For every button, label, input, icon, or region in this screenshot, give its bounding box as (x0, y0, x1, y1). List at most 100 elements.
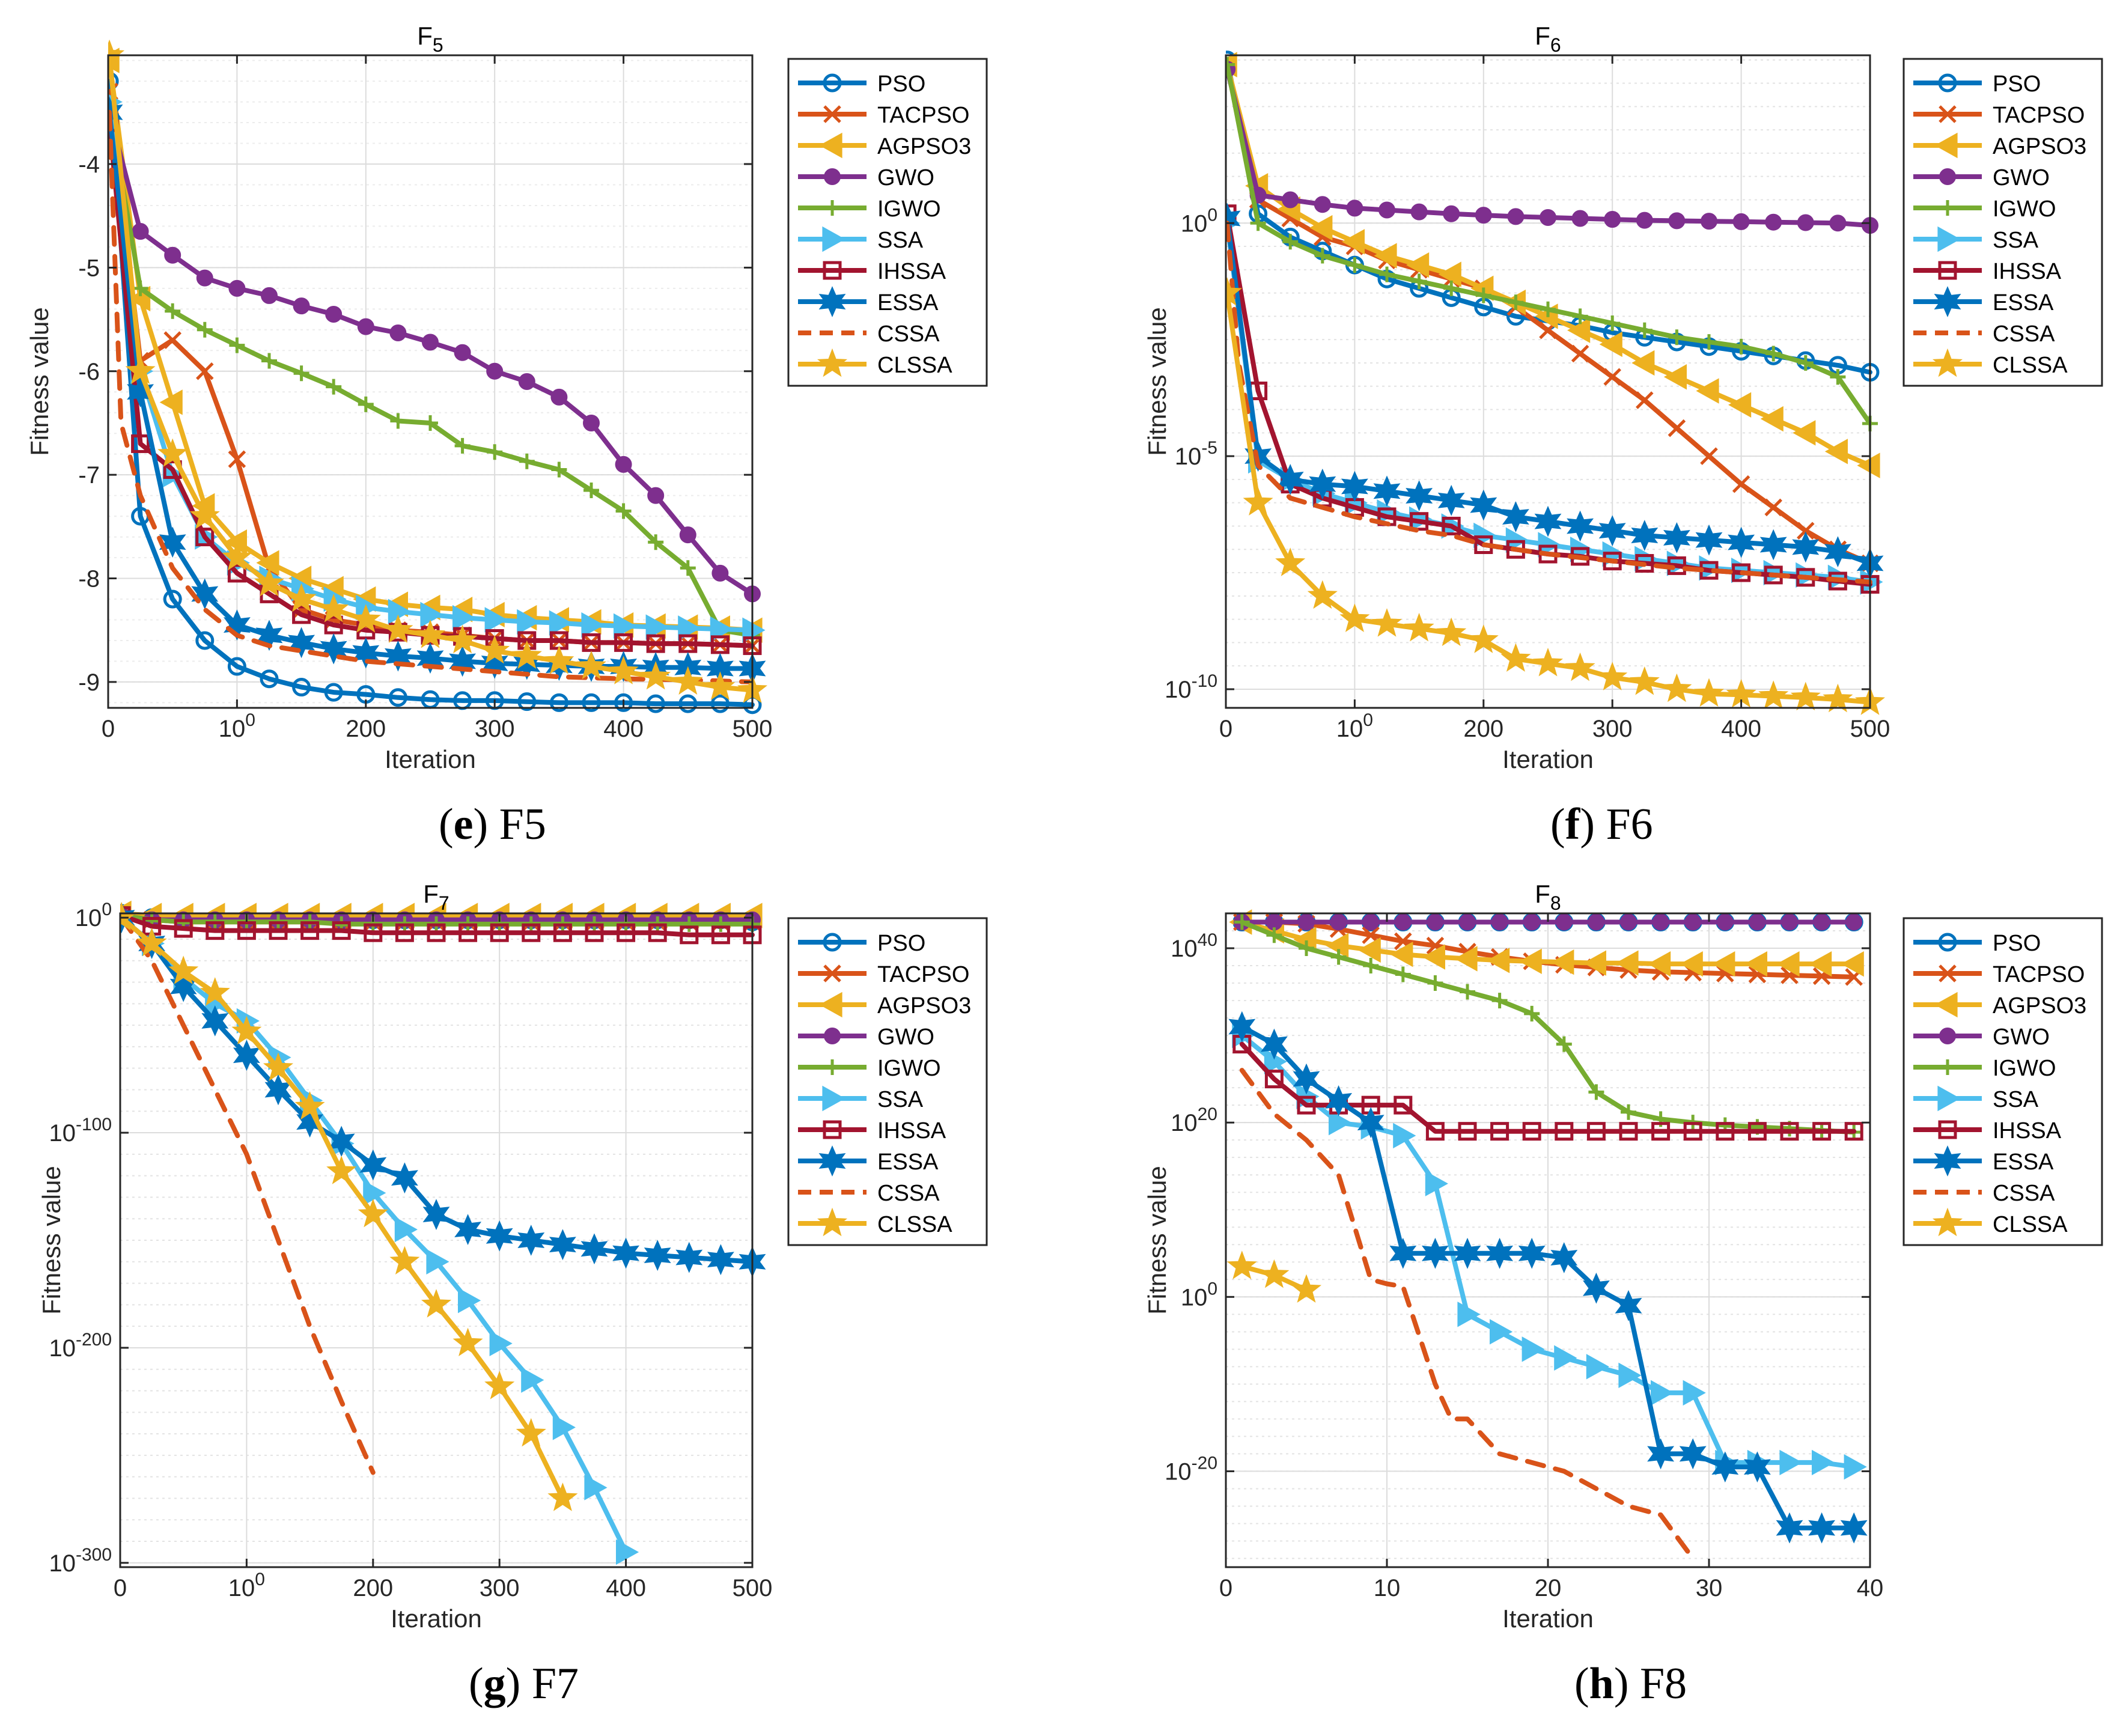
legend-marker-tacpso (1939, 105, 1957, 123)
legend-marker-pso (1938, 73, 1957, 93)
data-point-gwo-f6 (1797, 214, 1814, 231)
data-point-agpso3-f8 (1809, 951, 1832, 977)
series-group-f6 (1226, 50, 1886, 715)
data-point-agpso3-f8 (1841, 951, 1864, 977)
chart-f7: 0 100 200 300 400 500 10-300 10-200 10-100 100 F7 I… (37, 880, 772, 1633)
chart-f5: 0 100 200 300 400 500 -9 -8 -7 -6 -5 -4 F5 Iteration F… (25, 22, 772, 773)
data-point-gwo-f8 (1394, 913, 1412, 931)
data-point-ssa-f8 (1812, 1449, 1835, 1476)
x-axis-label-f7: Iteration (391, 1604, 482, 1633)
data-point-gwo-f8 (1459, 913, 1476, 931)
data-point-agpso3-f6 (1309, 215, 1333, 241)
legend-label-ssa: SSA (1993, 228, 2039, 253)
data-point-igwo-f5 (551, 461, 567, 478)
legend-label-ssa: SSA (1993, 1087, 2039, 1112)
legend-label-agpso3: AGPSO3 (1993, 993, 2086, 1019)
data-point-essa-f8 (1293, 1063, 1320, 1095)
data-point-essa-f8 (1550, 1242, 1578, 1273)
data-point-tacpso-f6 (1797, 522, 1815, 540)
x-tick-label: 400 (603, 716, 644, 742)
data-point-essa-f6 (1341, 471, 1368, 502)
x-tick-label: 40 (1857, 1575, 1884, 1601)
chart-title-f6: F6 (1535, 22, 1561, 56)
legend-label-ihssa: IHSSA (1993, 1118, 2062, 1144)
data-point-igwo-f5 (615, 503, 632, 519)
x-tick-label: 500 (1850, 716, 1890, 742)
data-point-gwo-f5 (583, 414, 600, 431)
data-point-ssa-f8 (1683, 1380, 1706, 1406)
data-point-igwo-f6 (1411, 273, 1427, 290)
data-point-ihssa-f5 (646, 634, 665, 653)
data-point-clssa-f6 (1468, 624, 1499, 653)
data-point-agpso3-f8 (1776, 951, 1800, 977)
data-point-clssa-f5 (222, 541, 252, 571)
legend-label-clssa: CLSSA (877, 1212, 952, 1237)
data-point-essa-f7 (644, 1240, 671, 1271)
data-point-clssa-f7 (358, 1198, 388, 1228)
data-point-gwo-f8 (1781, 913, 1798, 931)
data-point-ssa-f7 (489, 1330, 513, 1356)
data-point-essa-f7 (296, 1106, 324, 1138)
y-axis-label-f7: Fitness value (37, 1166, 65, 1314)
data-point-gwo-f5 (615, 455, 632, 473)
data-point-igwo-f6 (1475, 287, 1491, 303)
x-tick-label: 300 (480, 1575, 520, 1601)
data-point-gwo-f8 (1555, 913, 1573, 931)
data-point-clssa-f7 (389, 1246, 420, 1275)
data-point-tacpso-f6 (1571, 344, 1589, 363)
legend-f8: PSO TACPSO AGPSO3 GWO IGWO SSA IHSSA ESSA CSSA CL… (1902, 917, 2103, 1246)
data-point-igwo-f8 (1556, 1036, 1572, 1052)
data-point-agpso3-f5 (159, 389, 183, 415)
data-point-ssa-f8 (1522, 1336, 1545, 1362)
x-tick-label: 0 (1219, 1575, 1232, 1601)
data-point-gwo-f6 (1378, 201, 1395, 219)
data-point-agpso3-f8 (1615, 950, 1639, 976)
legend-marker-tacpso (823, 964, 841, 982)
data-point-clssa-f7 (168, 955, 199, 984)
data-point-essa-f5 (159, 526, 186, 558)
legend-label-cssa: CSSA (877, 1181, 940, 1206)
axes-frame-f7 (119, 912, 754, 1568)
legend-marker-tacpso (823, 105, 841, 123)
data-point-igwo-f6 (1508, 294, 1524, 311)
legend-label-pso: PSO (877, 72, 925, 97)
data-point-agpso3-f6 (1567, 317, 1591, 343)
data-point-agpso3-f5 (256, 550, 279, 576)
x-tick-label: 100 (219, 710, 255, 742)
x-tick-label: 300 (1592, 716, 1633, 742)
data-point-clssa-f5 (480, 635, 510, 664)
data-point-ihssa-f8 (1651, 1122, 1671, 1141)
data-point-essa-f8 (1389, 1237, 1417, 1269)
x-axis-label-f5: Iteration (385, 745, 476, 773)
data-point-clssa-f6 (1758, 680, 1789, 709)
y-tick-label: 10-300 (49, 1545, 112, 1577)
data-point-clssa-f5 (189, 500, 220, 529)
x-tick-label: 500 (733, 1575, 773, 1601)
data-point-tacpso-f6 (1603, 368, 1621, 386)
data-point-clssa-f5 (157, 438, 188, 467)
data-point-essa-f6 (1728, 526, 1755, 558)
y-tick-label: -8 (78, 566, 100, 592)
y-axis-label-f8: Fitness value (1143, 1166, 1171, 1314)
y-tick-label: 100 (75, 900, 112, 931)
data-point-igwo-f5 (390, 413, 406, 429)
data-point-ssa-f8 (1779, 1449, 1803, 1476)
data-point-pso-f5 (646, 694, 665, 713)
data-point-agpso3-f6 (1374, 243, 1397, 269)
legend-f6: PSO TACPSO AGPSO3 GWO IGWO SSA IHSSA ESSA CSSA CL… (1902, 58, 2103, 387)
data-point-igwo-f6 (1701, 334, 1717, 350)
data-point-igwo-f5 (293, 365, 309, 382)
data-point-agpso3-f6 (1663, 364, 1687, 390)
data-point-igwo-f5 (132, 280, 148, 296)
data-point-essa-f5 (481, 648, 508, 679)
data-point-igwo-f6 (1314, 248, 1330, 264)
x-tick-label: 30 (1696, 1575, 1723, 1601)
data-point-essa-f5 (223, 609, 251, 641)
data-point-ssa-f5 (549, 610, 572, 636)
data-point-clssa-f6 (1404, 612, 1434, 642)
chart-f8: 0 10 20 30 4010-2010010201040F8IterationFitn… (1143, 880, 1883, 1633)
data-point-essa-f6 (1373, 475, 1401, 507)
legend-label-ihssa: IHSSA (1993, 259, 2062, 284)
data-point-essa-f5 (416, 642, 444, 674)
